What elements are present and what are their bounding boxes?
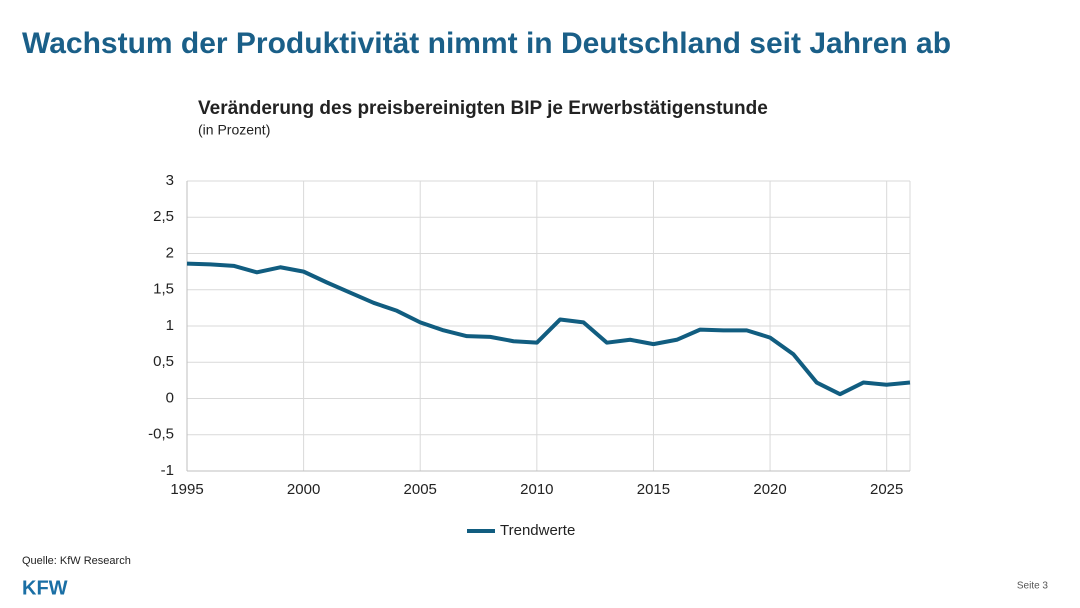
data-line xyxy=(186,261,911,397)
chart-subtitle: (in Prozent) xyxy=(198,122,270,138)
y-tick-label: 3 xyxy=(166,172,174,189)
y-tick-label: 0,5 xyxy=(153,353,174,370)
x-tick-label: 2020 xyxy=(753,481,786,498)
chart-title: Veränderung des preisbereinigten BIP je … xyxy=(198,98,768,119)
page-number: Seite 3 xyxy=(1017,581,1049,592)
y-tick-label: 2,5 xyxy=(153,208,174,225)
y-tick-label: 1 xyxy=(166,317,174,334)
y-tick-label: 0 xyxy=(166,389,174,406)
y-tick-label: -0,5 xyxy=(148,426,174,443)
slide-title: Wachstum der Produktivität nimmt in Deut… xyxy=(22,27,951,60)
legend-label: Trendwerte xyxy=(500,522,575,539)
x-tick-label: 2015 xyxy=(637,481,670,498)
y-tick-label: 2 xyxy=(166,244,174,261)
x-tick-label: 1995 xyxy=(170,481,203,498)
logo: KFW xyxy=(22,577,68,599)
y-tick-label: -1 xyxy=(161,462,174,479)
x-tick-label: 2005 xyxy=(404,481,437,498)
y-tick-label: 1,5 xyxy=(153,281,174,298)
x-tick-label: 2010 xyxy=(520,481,553,498)
source: Quelle: KfW Research xyxy=(22,555,131,567)
x-tick-label: 2025 xyxy=(870,481,903,498)
x-tick-label: 2000 xyxy=(287,481,320,498)
